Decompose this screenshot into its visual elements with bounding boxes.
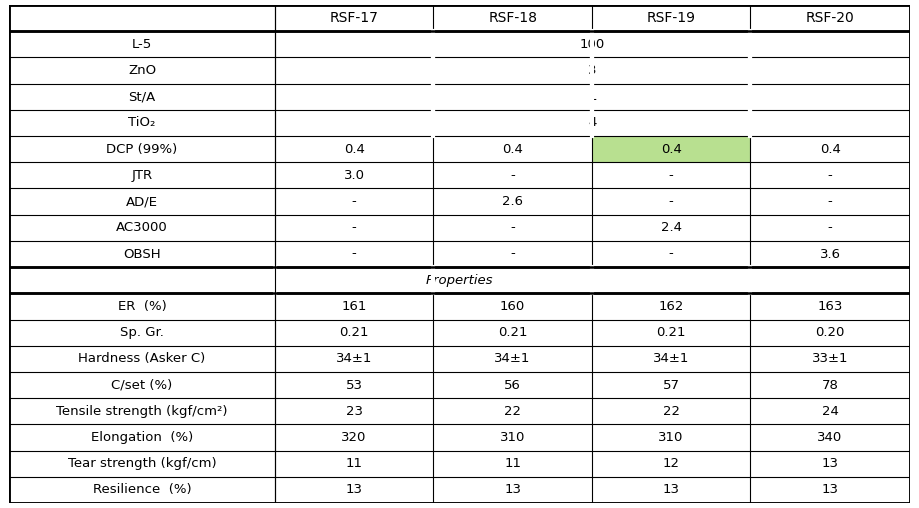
Text: 13: 13	[822, 457, 839, 470]
Text: 340: 340	[818, 431, 843, 444]
Text: 161: 161	[342, 300, 367, 313]
Text: 11: 11	[505, 457, 521, 470]
Text: 33±1: 33±1	[811, 353, 848, 365]
Text: 34±1: 34±1	[653, 353, 689, 365]
Text: 12: 12	[663, 457, 680, 470]
Text: Sp. Gr.: Sp. Gr.	[120, 326, 164, 339]
Text: 0.21: 0.21	[498, 326, 528, 339]
Text: 11: 11	[346, 457, 363, 470]
Text: -: -	[669, 195, 674, 208]
Text: 78: 78	[822, 378, 838, 392]
Bar	[9, 241, 910, 267]
Bar	[9, 31, 910, 57]
Text: 53: 53	[346, 378, 363, 392]
Bar	[9, 84, 910, 110]
Text: TiO₂: TiO₂	[129, 116, 155, 130]
Bar	[9, 136, 910, 162]
Text: RSF-18: RSF-18	[488, 11, 537, 25]
Text: Elongation  (%): Elongation (%)	[91, 431, 193, 444]
Bar	[9, 293, 910, 320]
Text: 22: 22	[505, 405, 521, 418]
Text: 320: 320	[342, 431, 367, 444]
Bar	[9, 162, 910, 188]
Text: RSF-17: RSF-17	[330, 11, 379, 25]
Text: Resilience  (%): Resilience (%)	[93, 483, 191, 496]
Text: C/set (%): C/set (%)	[111, 378, 173, 392]
Text: JTR: JTR	[131, 169, 153, 182]
Text: Properties: Properties	[425, 274, 494, 287]
Text: ER  (%): ER (%)	[118, 300, 166, 313]
Text: -: -	[352, 221, 357, 234]
Text: AD/E: AD/E	[126, 195, 158, 208]
Bar	[9, 267, 910, 293]
Text: 160: 160	[500, 300, 526, 313]
Bar	[9, 424, 910, 451]
Text: 0.4: 0.4	[502, 143, 523, 155]
Text: 57: 57	[663, 378, 680, 392]
Text: 3.0: 3.0	[344, 169, 365, 182]
Text: 34±1: 34±1	[336, 353, 372, 365]
Text: Hardness (Asker C): Hardness (Asker C)	[78, 353, 206, 365]
Text: -: -	[510, 221, 515, 234]
Text: 0.4: 0.4	[344, 143, 365, 155]
Text: -: -	[669, 247, 674, 261]
Text: Tear strength (kgf/cm): Tear strength (kgf/cm)	[68, 457, 216, 470]
Text: 2.4: 2.4	[661, 221, 682, 234]
Bar	[9, 346, 910, 372]
Text: 23: 23	[346, 405, 363, 418]
Bar	[9, 110, 910, 136]
Text: -: -	[510, 169, 515, 182]
Text: 2.6: 2.6	[502, 195, 523, 208]
Bar	[9, 188, 910, 215]
Text: Tensile strength (kgf/cm²): Tensile strength (kgf/cm²)	[56, 405, 228, 418]
Text: 3: 3	[588, 64, 596, 77]
Bar	[9, 5, 910, 31]
Text: 4: 4	[588, 116, 596, 130]
Bar	[9, 372, 910, 398]
Text: 100: 100	[580, 38, 605, 51]
Text: AC3000: AC3000	[116, 221, 168, 234]
Text: 13: 13	[505, 483, 521, 496]
Bar	[9, 477, 910, 503]
Text: -: -	[828, 221, 833, 234]
Text: 163: 163	[817, 300, 843, 313]
Text: ZnO: ZnO	[128, 64, 156, 77]
Text: 0.4: 0.4	[820, 143, 841, 155]
Bar	[9, 215, 910, 241]
Text: 1: 1	[588, 90, 596, 103]
Text: -: -	[510, 247, 515, 261]
Text: 0.4: 0.4	[661, 143, 682, 155]
Text: St/A: St/A	[129, 90, 155, 103]
Text: OBSH: OBSH	[123, 247, 161, 261]
Text: 0.21: 0.21	[339, 326, 369, 339]
Text: RSF-20: RSF-20	[806, 11, 855, 25]
Text: -: -	[352, 247, 357, 261]
Text: 24: 24	[822, 405, 838, 418]
Bar	[9, 451, 910, 477]
Bar	[592, 136, 751, 162]
Bar	[9, 320, 910, 346]
Text: 0.21: 0.21	[656, 326, 686, 339]
Text: 310: 310	[500, 431, 526, 444]
Text: -: -	[669, 169, 674, 182]
Text: 3.6: 3.6	[820, 247, 841, 261]
Text: 0.20: 0.20	[815, 326, 845, 339]
Bar	[9, 57, 910, 84]
Text: -: -	[828, 195, 833, 208]
Text: 13: 13	[822, 483, 839, 496]
Text: 310: 310	[658, 431, 684, 444]
Text: DCP (99%): DCP (99%)	[107, 143, 177, 155]
Text: -: -	[352, 195, 357, 208]
Text: 13: 13	[663, 483, 680, 496]
Text: RSF-19: RSF-19	[647, 11, 696, 25]
Text: 13: 13	[346, 483, 363, 496]
Text: L-5: L-5	[132, 38, 153, 51]
Text: 56: 56	[505, 378, 521, 392]
Bar	[9, 398, 910, 424]
Text: 34±1: 34±1	[494, 353, 531, 365]
Text: 162: 162	[658, 300, 684, 313]
Text: 22: 22	[663, 405, 680, 418]
Text: -: -	[828, 169, 833, 182]
